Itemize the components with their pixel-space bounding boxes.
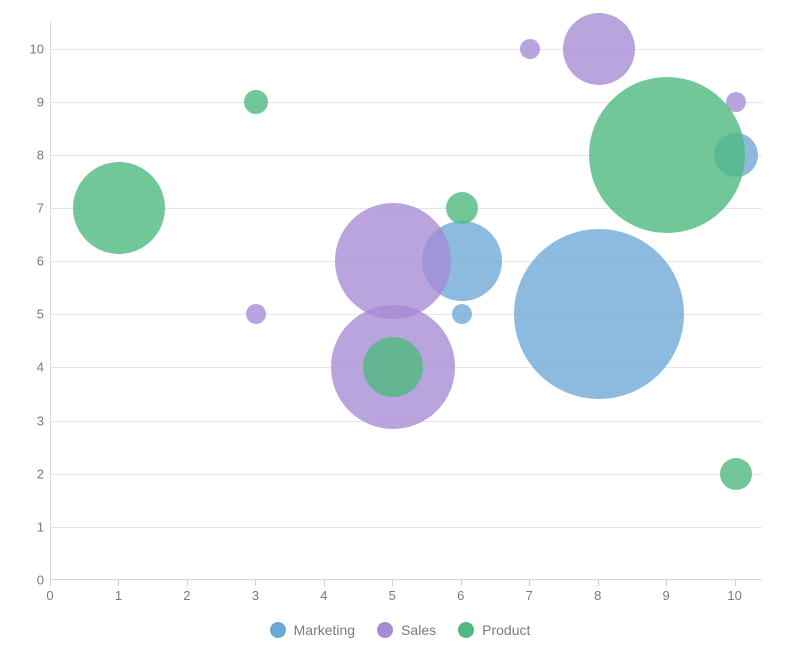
- x-tick-mark: [598, 580, 599, 586]
- y-tick-label: 8: [22, 147, 44, 162]
- chart-legend: Marketing Sales Product: [0, 622, 800, 638]
- x-tick-mark: [50, 580, 51, 586]
- y-tick-label: 6: [22, 254, 44, 269]
- gridline-h: [51, 527, 762, 528]
- x-tick-label: 3: [252, 588, 259, 603]
- x-tick-label: 1: [115, 588, 122, 603]
- legend-item[interactable]: Product: [458, 622, 530, 638]
- x-tick-label: 2: [183, 588, 190, 603]
- gridline-h: [51, 49, 762, 50]
- bubble-point[interactable]: [446, 192, 478, 224]
- legend-swatch-icon: [458, 622, 474, 638]
- x-tick-mark: [735, 580, 736, 586]
- x-tick-label: 6: [457, 588, 464, 603]
- bubble-point[interactable]: [452, 304, 472, 324]
- x-tick-label: 0: [46, 588, 53, 603]
- x-tick-mark: [324, 580, 325, 586]
- legend-item[interactable]: Sales: [377, 622, 436, 638]
- legend-swatch-icon: [270, 622, 286, 638]
- x-tick-label: 7: [526, 588, 533, 603]
- x-tick-mark: [118, 580, 119, 586]
- bubble-point[interactable]: [363, 337, 423, 397]
- x-tick-label: 10: [727, 588, 741, 603]
- legend-label: Sales: [401, 622, 436, 638]
- y-tick-label: 7: [22, 201, 44, 216]
- x-tick-mark: [529, 580, 530, 586]
- x-tick-mark: [187, 580, 188, 586]
- bubble-point[interactable]: [335, 203, 451, 319]
- x-tick-mark: [666, 580, 667, 586]
- x-tick-label: 4: [320, 588, 327, 603]
- y-tick-label: 4: [22, 360, 44, 375]
- y-tick-label: 3: [22, 413, 44, 428]
- y-tick-label: 0: [22, 573, 44, 588]
- legend-swatch-icon: [377, 622, 393, 638]
- y-tick-label: 2: [22, 466, 44, 481]
- bubble-point[interactable]: [520, 39, 540, 59]
- plot-area: [50, 22, 762, 580]
- y-tick-label: 5: [22, 307, 44, 322]
- bubble-chart: Marketing Sales Product 0 1 2 3 4 5 6 7 8 9 10 0 1 2 3 4 5…: [0, 0, 800, 658]
- bubble-point[interactable]: [244, 90, 268, 114]
- x-tick-label: 9: [663, 588, 670, 603]
- bubble-point[interactable]: [563, 13, 635, 85]
- legend-label: Product: [482, 622, 530, 638]
- legend-label: Marketing: [294, 622, 355, 638]
- bubble-point[interactable]: [589, 77, 745, 233]
- bubble-point[interactable]: [720, 458, 752, 490]
- bubble-point[interactable]: [73, 162, 165, 254]
- x-tick-label: 5: [389, 588, 396, 603]
- legend-item[interactable]: Marketing: [270, 622, 355, 638]
- bubble-point[interactable]: [514, 229, 684, 399]
- x-tick-mark: [255, 580, 256, 586]
- bubble-point[interactable]: [246, 304, 266, 324]
- y-tick-label: 1: [22, 519, 44, 534]
- y-tick-label: 10: [22, 41, 44, 56]
- y-tick-label: 9: [22, 94, 44, 109]
- x-tick-mark: [392, 580, 393, 586]
- x-tick-mark: [461, 580, 462, 586]
- x-tick-label: 8: [594, 588, 601, 603]
- gridline-h: [51, 474, 762, 475]
